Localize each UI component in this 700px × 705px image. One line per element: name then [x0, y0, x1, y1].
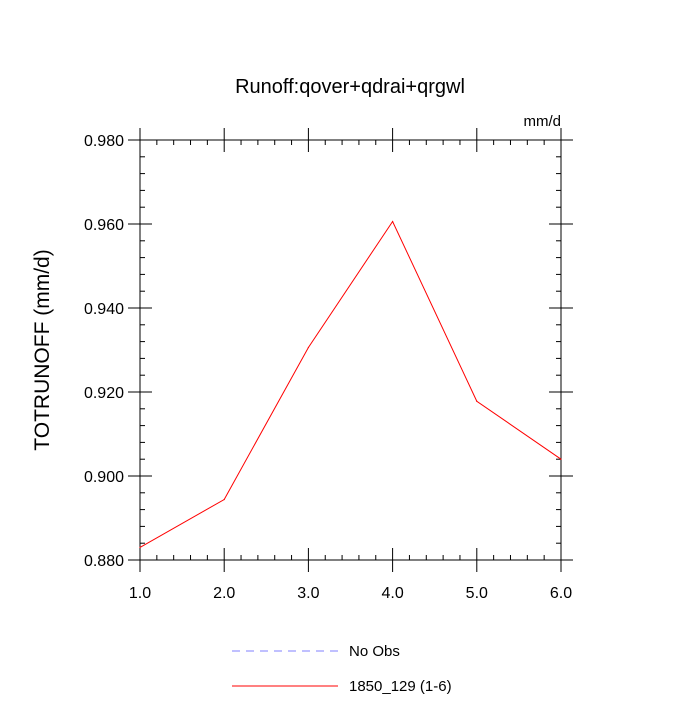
y-tick-label: 0.980: [84, 133, 124, 150]
data-point: [392, 220, 394, 223]
legend-label: 1850_129 (1-6): [349, 678, 452, 695]
series-line: [139, 220, 562, 548]
data-point: [139, 546, 141, 549]
data-point: [560, 458, 562, 460]
y-tick-label: 0.960: [84, 217, 124, 234]
data-point: [223, 498, 225, 501]
y-tick-label: 0.940: [84, 301, 124, 318]
y-tick-label: 0.880: [84, 553, 124, 570]
data-point: [307, 346, 309, 349]
y-tick-label: 0.900: [84, 469, 124, 486]
x-tick-label: 2.0: [213, 585, 235, 602]
legend-label: No Obs: [349, 643, 400, 660]
plot-area: 1.0 2.0 3.0 4.0 5.0 6.0 0.880 0.900 0.920 0.940 0.…: [84, 128, 573, 602]
x-tick-label: 5.0: [466, 585, 488, 602]
chart-title: Runoff:qover+qdrai+qrgwl: [235, 76, 465, 98]
y-tick-label: 0.920: [84, 385, 124, 402]
plot-frame: [139, 139, 562, 561]
y-axis-label: TOTRUNOFF (mm/d): [31, 249, 54, 450]
x-tick-label: 6.0: [550, 585, 572, 602]
x-tick-label: 3.0: [297, 585, 319, 602]
legend: No Obs 1850_129 (1-6): [232, 643, 452, 695]
data-point: [476, 400, 478, 402]
x-tick-label: 1.0: [129, 585, 151, 602]
units-label: mm/d: [524, 113, 562, 130]
x-tick-label: 4.0: [381, 585, 403, 602]
